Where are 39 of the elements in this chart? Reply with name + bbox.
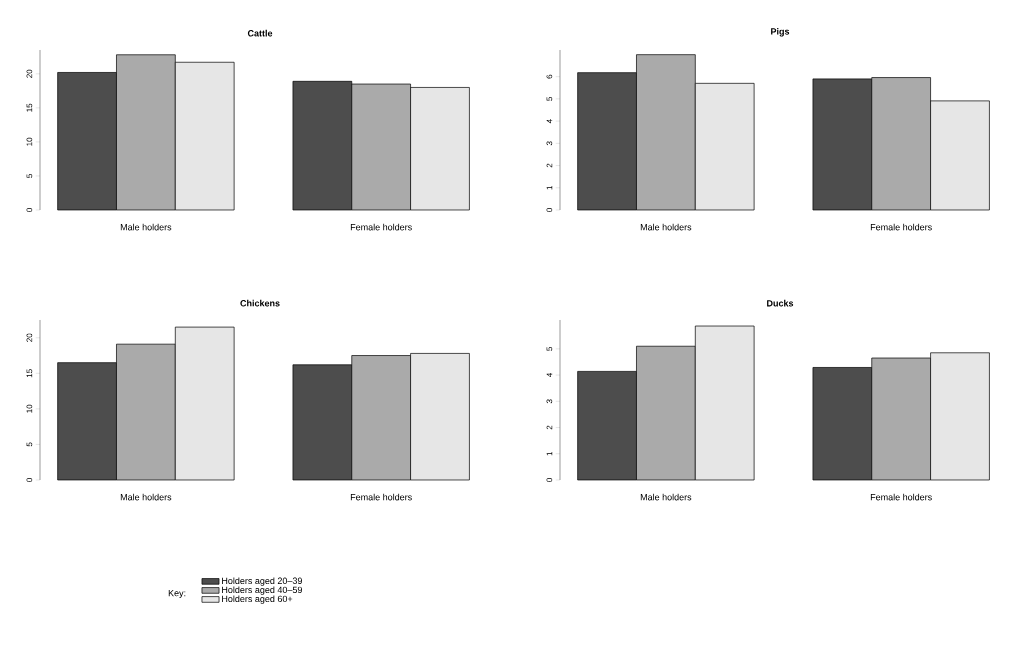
y-tick-label: 1 [546, 185, 553, 190]
y-tick-label: 2 [546, 163, 553, 168]
legend-label: Holders aged 40–59 [222, 586, 302, 595]
y-tick-label: 0 [26, 478, 33, 482]
x-tick-label: Female holders [350, 223, 412, 231]
y-tick-label: 20 [26, 69, 33, 78]
y-tick-label: 3 [546, 141, 553, 146]
x-tick-label: Male holders [120, 223, 172, 231]
chart-title: Ducks [767, 299, 794, 307]
y-tick-label: 5 [546, 97, 553, 101]
y-tick-label: 1 [546, 451, 553, 456]
y-tick-label: 5 [26, 442, 33, 447]
y-tick-label: 0 [26, 208, 33, 212]
y-tick-label: 5 [546, 346, 553, 351]
legend-title: Key: [168, 589, 186, 599]
y-tick-label: 4 [546, 119, 553, 124]
chart-title: Pigs [771, 28, 790, 37]
y-tick-label: 20 [26, 333, 33, 342]
y-tick-label: 4 [546, 373, 553, 378]
y-tick-label: 0 [546, 478, 553, 482]
x-tick-label: Female holders [350, 493, 412, 501]
x-tick-label: Male holders [640, 223, 692, 231]
x-tick-label: Male holders [640, 493, 692, 501]
y-tick-label: 15 [26, 369, 33, 378]
y-tick-label: 5 [26, 174, 33, 178]
y-tick-label: 2 [546, 425, 553, 430]
y-tick-label: 10 [26, 137, 33, 146]
y-tick-label: 15 [26, 103, 33, 112]
y-tick-label: 0 [546, 208, 553, 212]
legend-label: Holders aged 60+ [222, 595, 293, 604]
legend-label: Holders aged 20–39 [222, 577, 302, 586]
x-tick-label: Male holders [120, 493, 172, 501]
chart-title: Chickens [240, 299, 280, 307]
x-tick-label: Female holders [870, 493, 932, 501]
y-tick-label: 10 [26, 404, 33, 413]
chart-title: Cattle [247, 29, 273, 37]
x-tick-label: Female holders [870, 223, 932, 231]
y-tick-label: 6 [546, 74, 553, 79]
y-tick-label: 3 [546, 399, 553, 404]
